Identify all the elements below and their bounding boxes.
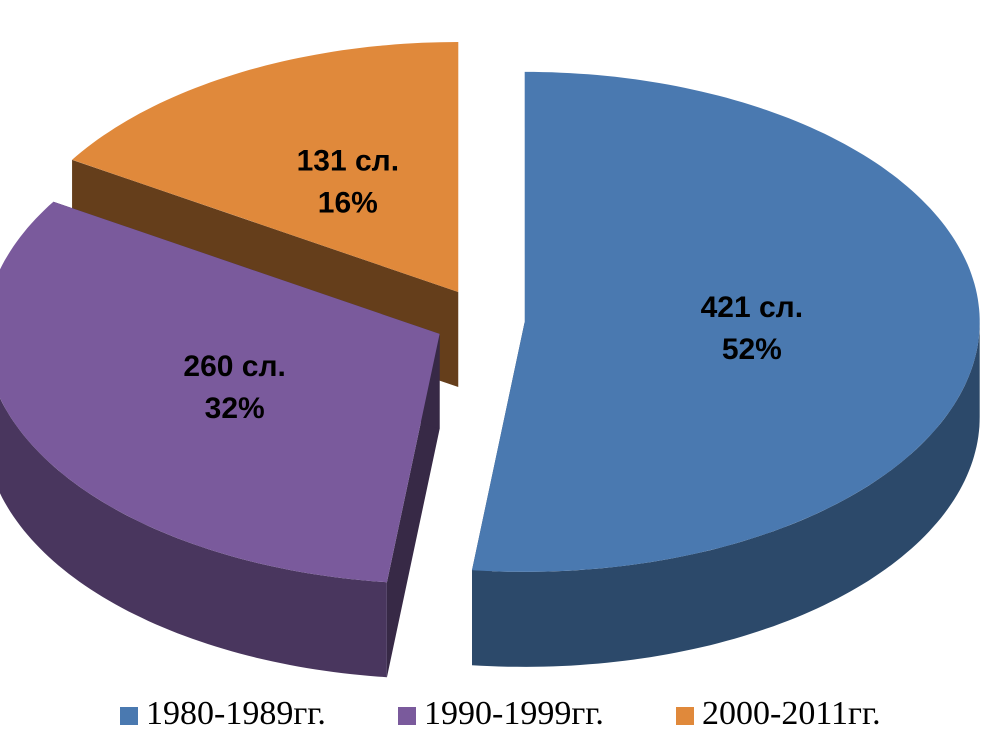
percent-label: 52% [722, 333, 782, 366]
value-label: 131 сл. [297, 145, 399, 178]
legend-swatch [120, 707, 138, 725]
slice-wall [472, 321, 980, 667]
slice [472, 71, 980, 572]
legend-label: 1980-1989гг. [146, 695, 326, 732]
percent-label: 32% [205, 392, 265, 425]
value-label: 421 сл. [701, 291, 803, 324]
value-label: 260 сл. [183, 350, 285, 383]
slice [72, 42, 459, 293]
slice-group [0, 201, 440, 678]
legend-label: 2000-2011гг. [702, 695, 881, 732]
percent-label: 16% [318, 187, 378, 220]
legend-swatch [676, 707, 694, 725]
legend-label: 1990-1999гг. [424, 695, 604, 732]
legend-swatch [398, 707, 416, 725]
slice [0, 201, 440, 583]
slice-group [472, 71, 980, 667]
slice-wall [0, 398, 387, 678]
